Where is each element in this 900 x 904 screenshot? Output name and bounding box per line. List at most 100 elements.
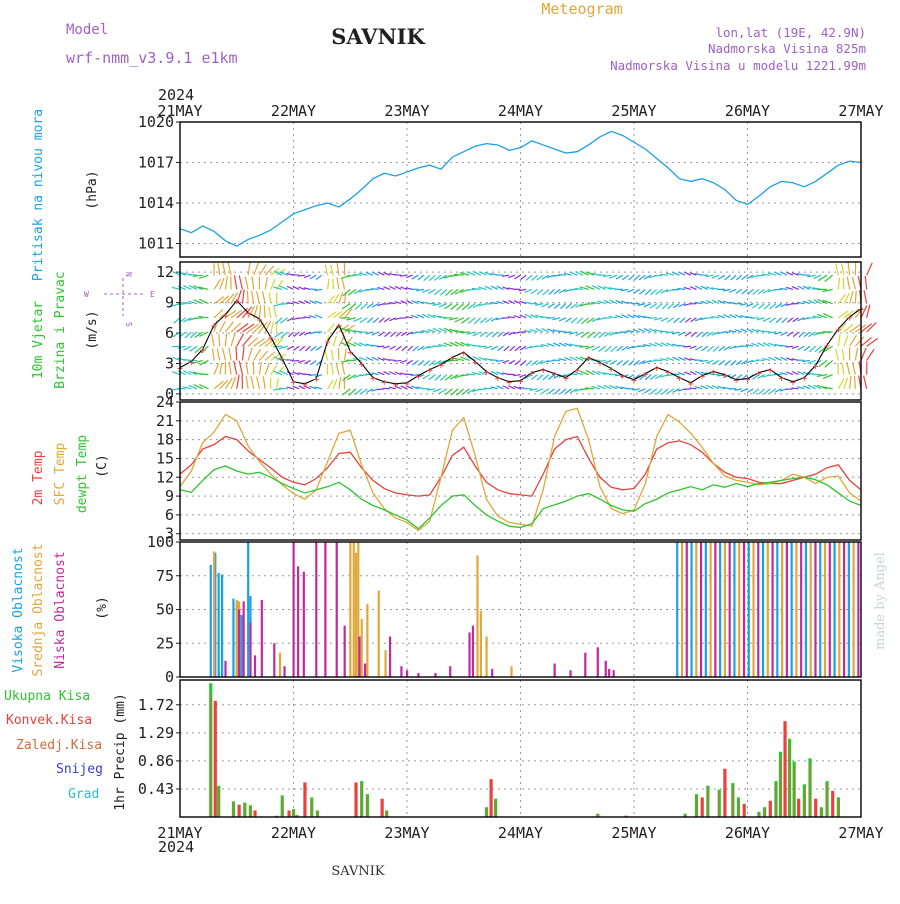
cloud-low-bar: [700, 542, 702, 677]
wind-arrow: [809, 346, 815, 352]
wind-arrow: [787, 332, 793, 336]
wind-arrow: [672, 289, 679, 290]
cloud-low-bar: [686, 542, 688, 677]
wind-speed-point: +: [438, 360, 444, 371]
wind-arrow: [342, 304, 350, 309]
wind-arrow: [333, 379, 337, 389]
wind-speed-point: +: [665, 368, 671, 379]
wind-arrow: [454, 274, 464, 275]
wind-arrow: [217, 349, 220, 361]
y-tick-label: 1011: [138, 235, 174, 253]
cloud-low-bar: [315, 542, 317, 677]
wind-arrow: [412, 360, 418, 365]
wind-arrow: [554, 304, 560, 309]
wind-arrow: [844, 378, 848, 389]
wind-arrow: [554, 289, 560, 294]
cloud-mid-bar: [485, 637, 487, 678]
x-tick-label-top: 26MAY: [725, 102, 770, 120]
wind-arrow: [753, 389, 759, 394]
y-tick-label: 25: [156, 634, 174, 652]
wind-arrow: [248, 262, 250, 275]
wind-arrow: [864, 290, 867, 303]
wind-speed-point: +: [824, 341, 830, 352]
wind-arrow: [361, 304, 368, 310]
wind-arrow: [526, 275, 532, 280]
wind-arrow: [271, 321, 274, 332]
wind-arrow: [804, 346, 810, 350]
lonlat-label: lon,lat (19E, 42.9N): [715, 25, 866, 40]
wind-arrow: [852, 277, 855, 290]
wind-arrow: [412, 346, 418, 351]
wind-arrow: [548, 389, 554, 394]
precip-bar: [743, 804, 746, 817]
wind-arrow: [787, 318, 792, 323]
wind-arrow: [674, 318, 680, 323]
wind-arrow: [418, 275, 424, 280]
wind-arrow: [684, 272, 690, 275]
wind-arrow: [424, 275, 430, 280]
wind-arrow: [575, 345, 583, 346]
cloud-high-bar: [719, 542, 721, 677]
wind-arrow: [328, 324, 335, 332]
precip-bar-inner: [250, 806, 251, 817]
wind-arrow: [752, 304, 759, 308]
precip-bar-inner: [361, 784, 362, 817]
wind-arrow: [678, 346, 685, 347]
wind-arrow: [279, 388, 288, 389]
precip-unit: 1hr Precip (mm): [113, 693, 128, 810]
cloud-high-bar: [748, 542, 750, 677]
wind-arrow: [718, 275, 725, 279]
cloud-mid-bar: [236, 600, 238, 677]
wind-arrow: [293, 346, 299, 350]
precip-bar-inner: [210, 694, 211, 817]
y-tick-label: 18: [156, 431, 174, 449]
cloud-mid-bar: [695, 542, 697, 677]
wind-arrow: [316, 275, 322, 280]
wind-arrow: [366, 289, 373, 290]
cloud-mid-bar: [795, 542, 797, 677]
precip-bar-inner: [486, 808, 487, 817]
cloud-low-bar: [273, 643, 275, 677]
wind-speed-point: +: [291, 378, 297, 389]
cloud-mid-bar: [510, 666, 512, 677]
station-title: SAVNIK: [331, 24, 425, 49]
wind-arrow: [543, 289, 549, 294]
wind-arrow: [332, 364, 334, 375]
wind-arrow: [515, 346, 521, 351]
wind-arrow: [242, 346, 244, 360]
wind-arrow: [855, 348, 857, 361]
cloud-mid-bar: [476, 556, 478, 678]
wind-arrow: [742, 275, 748, 279]
wind-arrow: [223, 262, 226, 275]
wind-arrow: [460, 332, 470, 333]
dew-ylabel: dewpt Temp: [75, 435, 90, 513]
x-tick-label-bottom: 22MAY: [271, 824, 316, 842]
cloud-low-bar: [814, 542, 816, 677]
precip-bar-inner: [810, 763, 811, 817]
wind-arrow: [342, 363, 345, 375]
wind-arrow: [768, 332, 776, 333]
wind-arrow: [838, 379, 844, 389]
wind-arrow: [479, 346, 487, 347]
temp-unit: (C): [95, 454, 110, 477]
precip-bar-inner: [495, 800, 496, 817]
wind-arrow: [234, 361, 237, 375]
wind-arrow: [611, 346, 617, 352]
model-name: wrf-nmm_v3.9.1 e1km: [66, 49, 238, 67]
wind-arrow: [855, 291, 856, 304]
sfc-ylabel: SFC Temp: [53, 443, 68, 506]
wind-arrow: [639, 289, 645, 294]
wind-arrow: [389, 303, 396, 304]
cloud-mid-bar: [353, 542, 355, 677]
wind-speed-point: +: [710, 368, 716, 379]
plot-area: 1011101410171020036912369121518212402550…: [138, 102, 884, 842]
wind-arrow: [220, 296, 229, 304]
wind-arrow: [245, 277, 248, 290]
precip-bar-inner: [311, 799, 312, 817]
pressure-ylabel: Pritisak na nivou mora: [31, 109, 46, 281]
cloud-low-bar: [597, 647, 599, 677]
wind-speed-point: +: [529, 369, 535, 380]
wind-speed-point: +: [211, 321, 217, 332]
